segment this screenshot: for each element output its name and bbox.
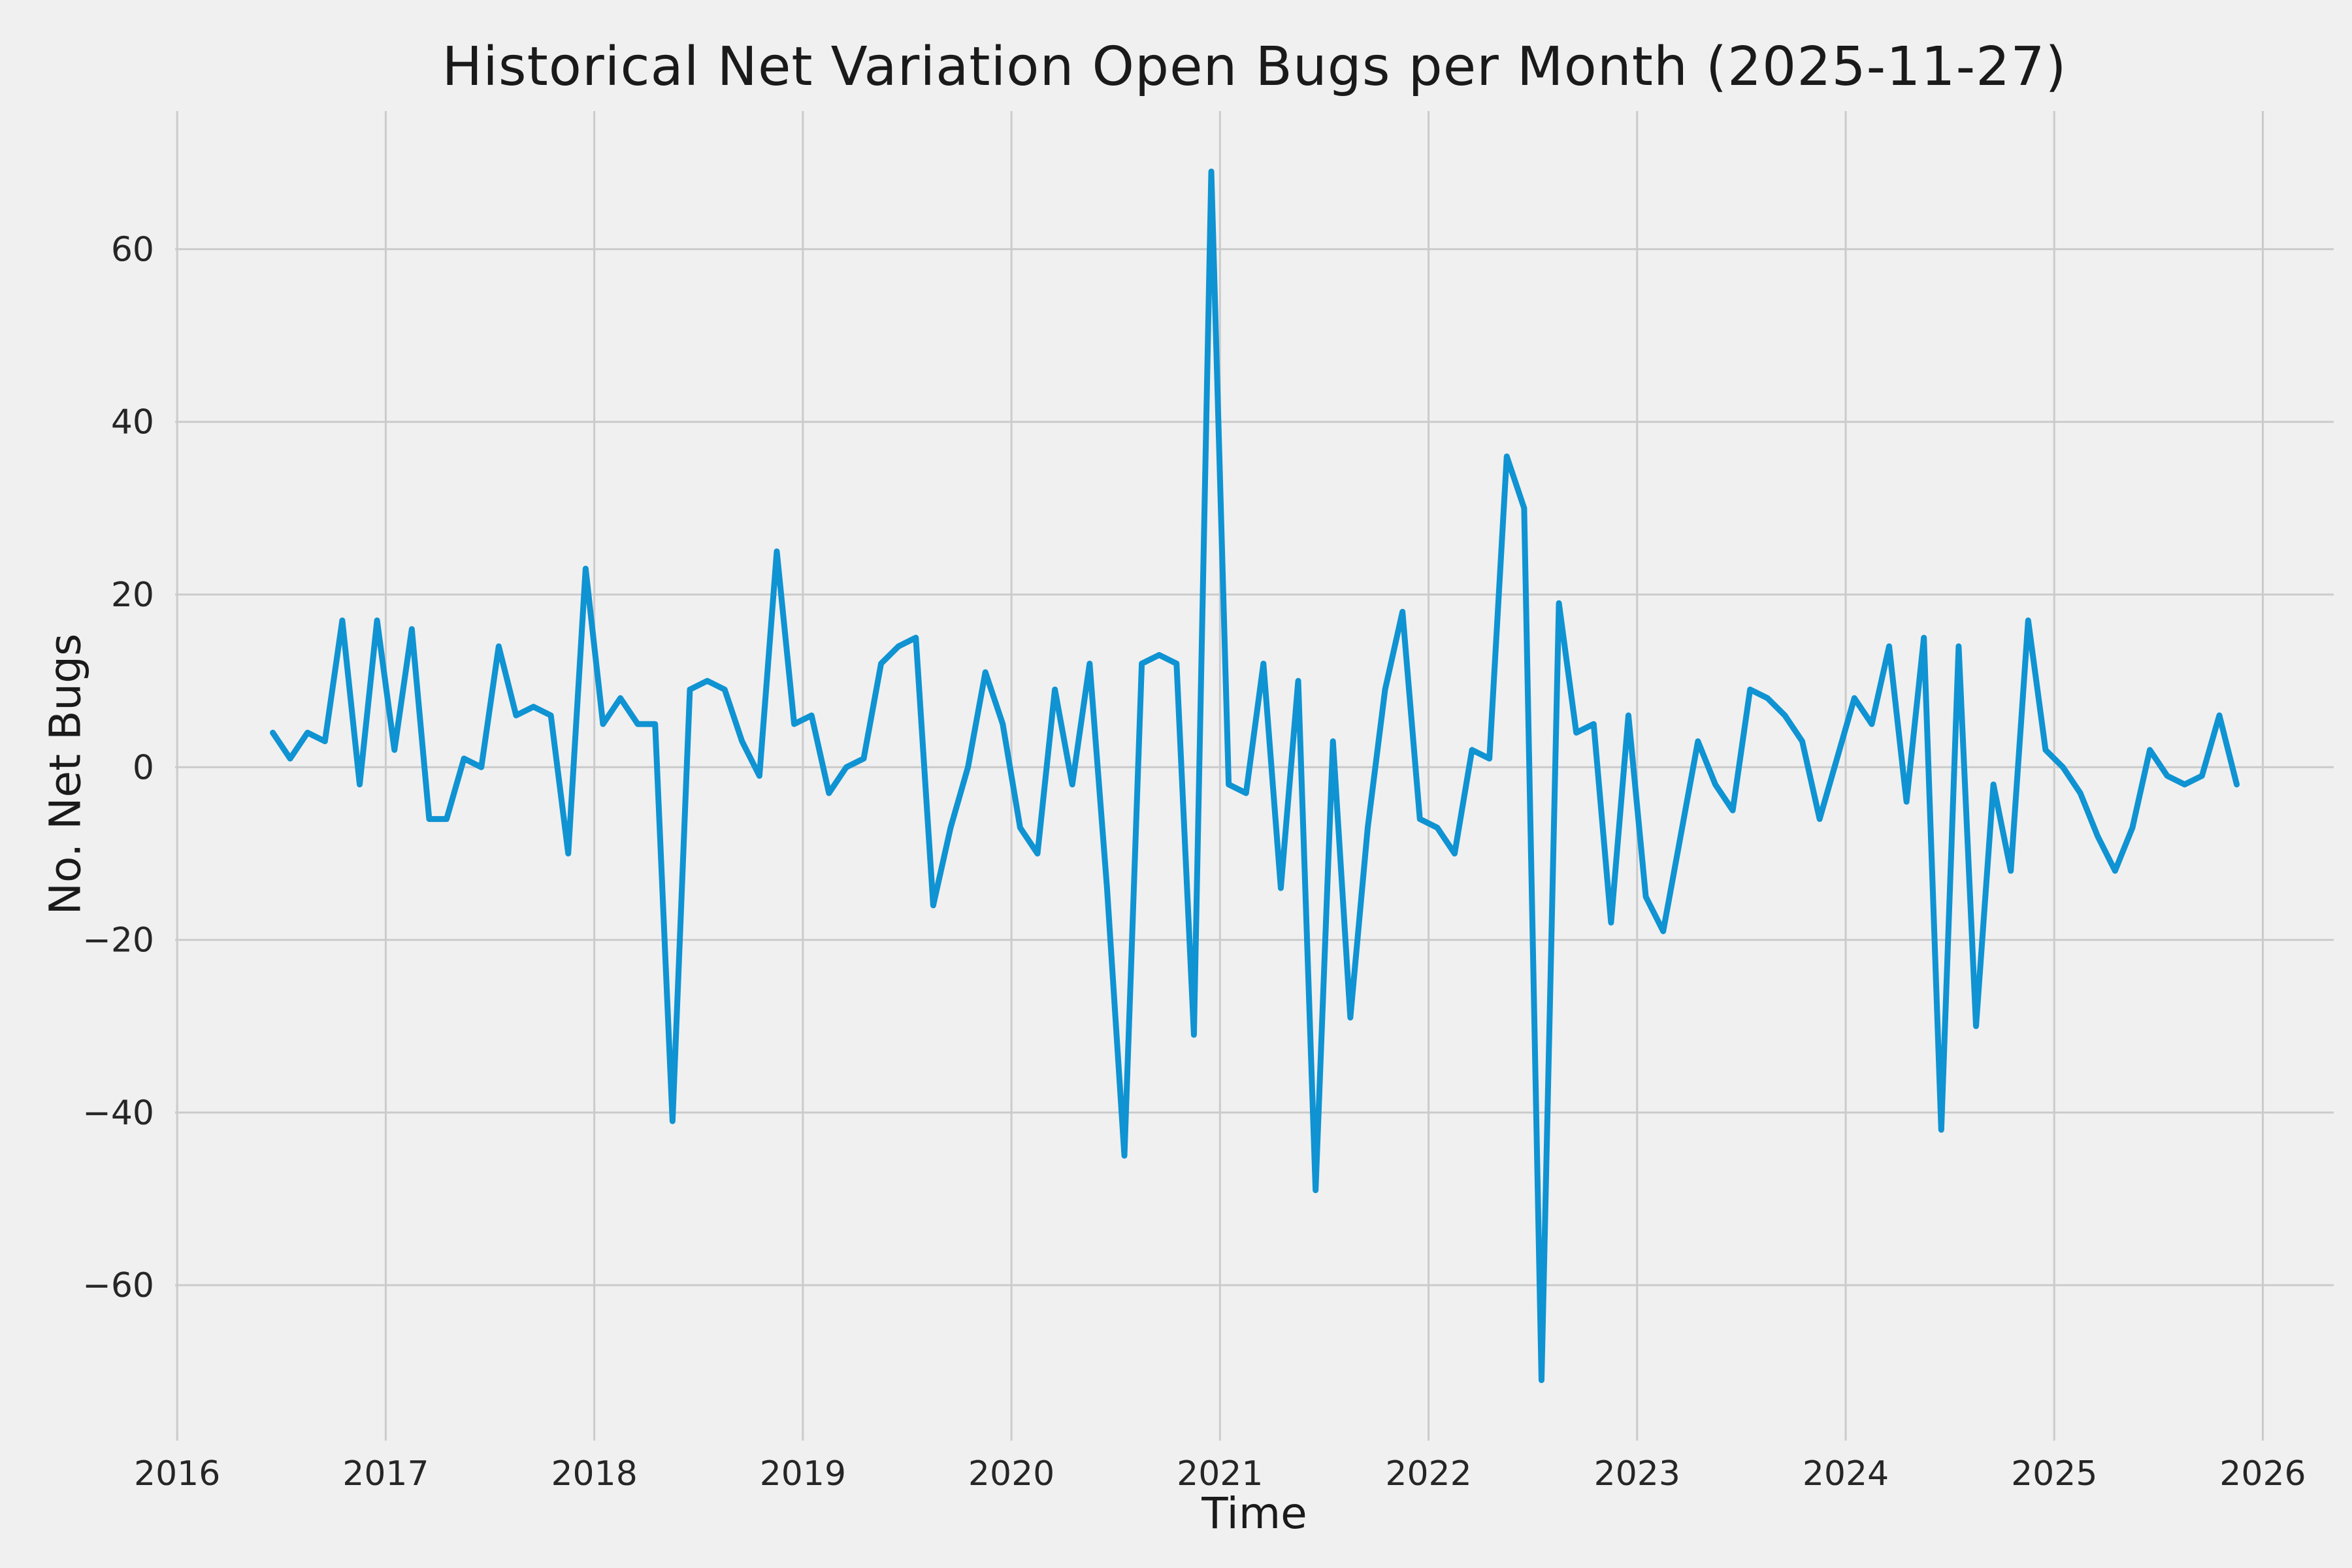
x-tick-label: 2016 — [134, 1454, 220, 1494]
x-tick-label: 2017 — [342, 1454, 429, 1494]
gridlines — [175, 111, 2334, 1441]
tick-labels: 2016 2017 2018 2019 2020 2021 2022 2023 2024 2025… — [82, 230, 2306, 1494]
x-tick-label: 2023 — [1594, 1454, 1680, 1494]
x-tick-label: 2022 — [1385, 1454, 1471, 1494]
y-tick-label: −20 — [82, 921, 154, 960]
x-tick-label: 2025 — [2011, 1454, 2097, 1494]
y-tick-label: 0 — [133, 748, 154, 787]
y-tick-label: −60 — [82, 1266, 154, 1305]
x-tick-label: 2019 — [760, 1454, 846, 1494]
y-tick-label: −40 — [82, 1094, 154, 1133]
y-tick-label: 60 — [111, 230, 154, 269]
y-axis-label: No. Net Bugs — [40, 633, 91, 915]
x-tick-label: 2026 — [2219, 1454, 2306, 1494]
x-tick-label: 2024 — [1803, 1454, 1889, 1494]
line-series — [270, 169, 2240, 1383]
x-tick-label: 2021 — [1177, 1454, 1263, 1494]
x-axis-label: Time — [1201, 1488, 1307, 1539]
x-tick-label: 2018 — [551, 1454, 637, 1494]
chart-title: Historical Net Variation Open Bugs per M… — [442, 36, 2067, 98]
x-tick-label: 2020 — [968, 1454, 1054, 1494]
y-tick-label: 20 — [111, 576, 154, 615]
y-tick-label: 40 — [111, 403, 154, 442]
